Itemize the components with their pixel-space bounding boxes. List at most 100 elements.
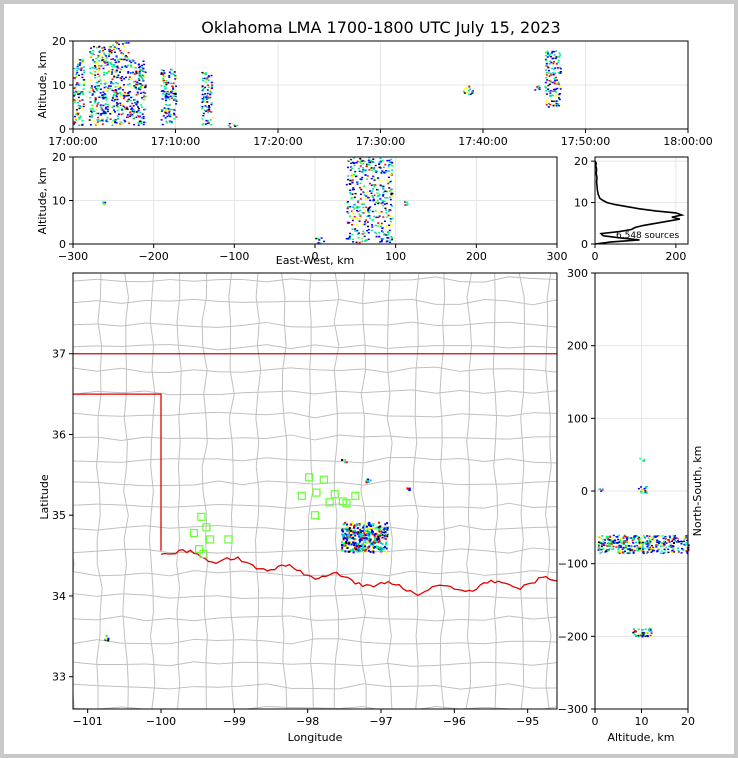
county-line — [388, 710, 412, 711]
longitude-tick-label: −101 — [73, 715, 103, 728]
lightning-source — [370, 543, 373, 546]
county-line — [521, 466, 525, 492]
lightning-source — [363, 169, 366, 172]
lightning-source — [683, 543, 686, 546]
lightning-source — [375, 236, 378, 239]
lightning-source — [359, 209, 362, 212]
lightning-source — [367, 228, 370, 231]
county-line — [266, 390, 291, 393]
lightning-source — [385, 171, 388, 173]
lightning-source — [205, 72, 207, 74]
lightning-source — [123, 50, 125, 52]
lightning-source — [635, 541, 637, 544]
county-line — [242, 321, 267, 327]
lightning-source — [93, 45, 95, 48]
lightning-source — [174, 76, 177, 78]
lightning-source — [122, 85, 125, 88]
lightning-source — [544, 86, 547, 88]
lightning-source — [617, 547, 620, 549]
lightning-source — [207, 86, 210, 89]
lightning-source — [381, 159, 384, 162]
lightning-source — [81, 73, 84, 76]
lightning-source — [551, 50, 554, 53]
county-line — [290, 549, 316, 552]
lightning-source — [348, 528, 351, 531]
lightning-source — [627, 545, 630, 547]
lightning-source — [363, 532, 366, 535]
county-line — [121, 525, 146, 528]
county-line — [290, 595, 316, 599]
lightning-source — [373, 167, 376, 169]
county-line — [145, 708, 149, 709]
lightning-source — [95, 112, 98, 115]
lightning-source — [136, 100, 139, 103]
county-line — [309, 587, 312, 613]
lightning-source — [142, 67, 145, 70]
lightning-source — [405, 204, 408, 206]
county-line — [387, 435, 412, 439]
lightning-source — [555, 105, 558, 107]
lightning-source — [638, 548, 641, 550]
lightning-source — [674, 537, 677, 540]
lightning-source — [366, 175, 369, 177]
lightning-source — [360, 530, 363, 532]
lightning-source — [102, 201, 105, 203]
lightning-source — [375, 199, 378, 201]
lightning-source — [545, 69, 548, 71]
county-line — [334, 587, 339, 613]
lightning-source — [114, 71, 117, 73]
lightning-source — [76, 93, 79, 95]
lightning-source — [140, 122, 143, 125]
lightning-source — [74, 93, 76, 96]
lightning-source — [545, 59, 547, 62]
lightning-source — [665, 546, 668, 549]
altitude-tick-label: 10 — [52, 79, 66, 92]
county-line — [387, 480, 412, 483]
lightning-source — [126, 114, 129, 116]
lightning-source — [349, 238, 351, 240]
lightning-source — [679, 540, 682, 543]
lightning-source — [202, 115, 205, 117]
lightning-source — [171, 109, 174, 111]
lightning-source — [105, 99, 108, 101]
lightning-source — [640, 634, 643, 637]
county-line — [148, 539, 152, 564]
lightning-source — [546, 99, 549, 102]
lightning-source — [371, 529, 374, 532]
lightning-source — [89, 97, 92, 99]
lightning-source — [163, 85, 166, 88]
lightning-source — [382, 538, 385, 541]
lightning-source — [671, 540, 674, 542]
county-line — [532, 570, 557, 574]
lightning-source — [348, 532, 351, 535]
lightning-source — [167, 81, 170, 84]
lightning-source — [545, 87, 548, 89]
lightning-source — [375, 235, 378, 238]
lightning-source — [385, 240, 388, 243]
lightning-source — [378, 215, 381, 217]
lightning-source — [378, 235, 381, 238]
lightning-source — [202, 99, 205, 101]
county-line — [71, 394, 72, 418]
lightning-source — [127, 64, 129, 67]
lightning-source — [361, 162, 363, 164]
lightning-source — [172, 88, 175, 90]
lightning-source — [374, 539, 377, 542]
county-line — [96, 466, 101, 492]
lightning-source — [375, 171, 378, 173]
lightning-source — [124, 55, 127, 57]
lightning-source — [118, 121, 121, 123]
county-line — [145, 525, 170, 529]
lightning-source — [101, 123, 104, 125]
lightning-source — [129, 113, 132, 115]
county-line — [282, 345, 287, 370]
county-line — [508, 300, 533, 306]
lightning-source — [389, 220, 392, 223]
county-line — [218, 504, 243, 506]
lightning-source — [642, 552, 645, 555]
lightning-source — [684, 544, 687, 546]
lightning-source — [142, 96, 145, 98]
lightning-source — [101, 48, 103, 50]
lightning-source — [111, 89, 114, 92]
